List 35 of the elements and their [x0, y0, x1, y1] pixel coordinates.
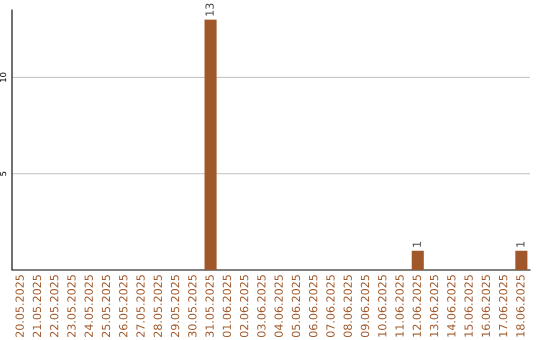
x-tick-label: 14.06.2025	[447, 275, 456, 337]
x-tick-label: 06.06.2025	[308, 275, 318, 338]
x-tick-label: 02.06.2025	[240, 275, 248, 338]
x-tick-label: 07.06.2025	[326, 275, 335, 338]
x-tick-label: 31.05.2025	[205, 275, 214, 337]
x-tick-label: 13.06.2025	[430, 275, 438, 337]
x-tick-label: 25.05.2025	[102, 275, 110, 337]
x-tick-label: 16.06.2025	[482, 275, 490, 337]
x-tick-label: 05.06.2025	[292, 275, 300, 338]
data-label: 1	[516, 242, 524, 247]
x-tick-label: 24.05.2025	[84, 275, 93, 337]
x-tick-label: 15.06.2025	[464, 275, 473, 337]
x-tick-label: 17.06.2025	[498, 275, 508, 337]
x-tick-label: 27.05.2025	[136, 275, 145, 337]
x-tick-label: 20.05.2025	[15, 275, 24, 337]
x-tick-label: 11.06.2025	[395, 275, 404, 337]
x-tick-label: 22.05.2025	[50, 275, 58, 337]
data-label: 1	[412, 242, 421, 247]
x-tick-label: 03.06.2025	[257, 275, 266, 338]
x-tick-label: 10.06.2025	[378, 275, 386, 337]
x-tick-label: 08.06.2025	[344, 275, 352, 338]
x-tick-label: 23.05.2025	[67, 275, 76, 337]
x-tick-label: 09.06.2025	[360, 275, 370, 338]
y-tick-label: 5	[0, 172, 6, 176]
x-tick-label: 28.05.2025	[154, 275, 162, 337]
x-tick-label: 12.06.2025	[412, 275, 421, 337]
x-tick-label: 18.06.2025	[516, 275, 525, 337]
data-label: 13	[205, 4, 214, 16]
x-tick-label: 30.05.2025	[188, 275, 197, 337]
x-tick-label: 26.05.2025	[119, 275, 128, 337]
x-tick-label: 21.05.2025	[32, 275, 42, 337]
x-tick-label: 29.05.2025	[170, 275, 180, 337]
y-tick-label: 10	[0, 72, 6, 82]
x-tick-label: 04.06.2025	[274, 275, 283, 338]
x-tick-label: 01.06.2025	[222, 275, 232, 338]
